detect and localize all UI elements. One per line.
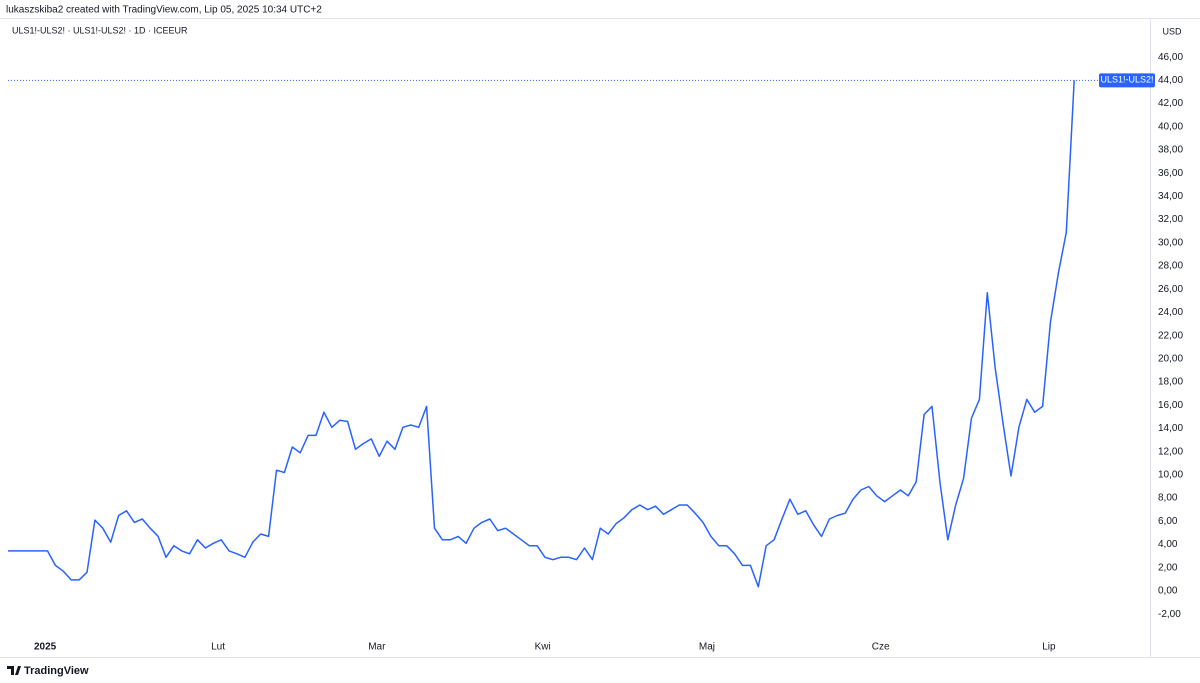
y-tick-label: 26,00: [1158, 284, 1183, 295]
y-tick-label: 44,00: [1158, 75, 1183, 86]
x-tick-label: Kwi: [535, 642, 551, 653]
y-tick-label: 34,00: [1158, 191, 1183, 202]
y-tick-label: 28,00: [1158, 261, 1183, 272]
y-tick-label: 14,00: [1158, 423, 1183, 434]
y-tick-label: 38,00: [1158, 145, 1183, 156]
y-tick-label: 10,00: [1158, 470, 1183, 481]
x-tick-label: Lip: [1042, 642, 1056, 653]
y-tick-label: 4,00: [1158, 539, 1178, 550]
price-line: [8, 80, 1075, 588]
y-tick-label: 46,00: [1158, 52, 1183, 63]
tv-logo: [7, 666, 21, 675]
y-tick-label: 2,00: [1158, 562, 1178, 573]
x-tick-label: Cze: [872, 642, 890, 653]
y-tick-label: 36,00: [1158, 168, 1183, 179]
x-tick-label: Lut: [211, 642, 225, 653]
y-tick-label: 20,00: [1158, 353, 1183, 364]
y-tick-label: 22,00: [1158, 330, 1183, 341]
y-tick-label: 18,00: [1158, 377, 1183, 388]
y-tick-label: 32,00: [1158, 214, 1183, 225]
x-tick-label: 2025: [34, 642, 57, 653]
y-tick-label: 16,00: [1158, 400, 1183, 411]
y-tick-label: 0,00: [1158, 586, 1178, 597]
y-tick-label: 24,00: [1158, 307, 1183, 318]
symbol-line: ULS1!-ULS2! · ULS1!-ULS2! · 1D · ICEEUR: [12, 25, 188, 35]
y-tick-label: -2,00: [1158, 609, 1181, 620]
last-price-tag: [1099, 73, 1155, 88]
y-tick-label: 12,00: [1158, 446, 1183, 457]
currency-label: USD: [1162, 26, 1182, 36]
y-tick-label: 30,00: [1158, 237, 1183, 248]
footer-brand: TradingView: [24, 665, 89, 677]
x-tick-label: Mar: [368, 642, 386, 653]
legend-label: ULS1!-ULS2!: [1100, 75, 1153, 85]
y-tick-label: 8,00: [1158, 493, 1178, 504]
chart-title: lukaszskiba2 created with TradingView.co…: [6, 5, 322, 16]
x-tick-label: Maj: [699, 642, 715, 653]
y-tick-label: 6,00: [1158, 516, 1178, 527]
y-tick-label: 42,00: [1158, 98, 1183, 109]
y-tick-label: 40,00: [1158, 121, 1183, 132]
